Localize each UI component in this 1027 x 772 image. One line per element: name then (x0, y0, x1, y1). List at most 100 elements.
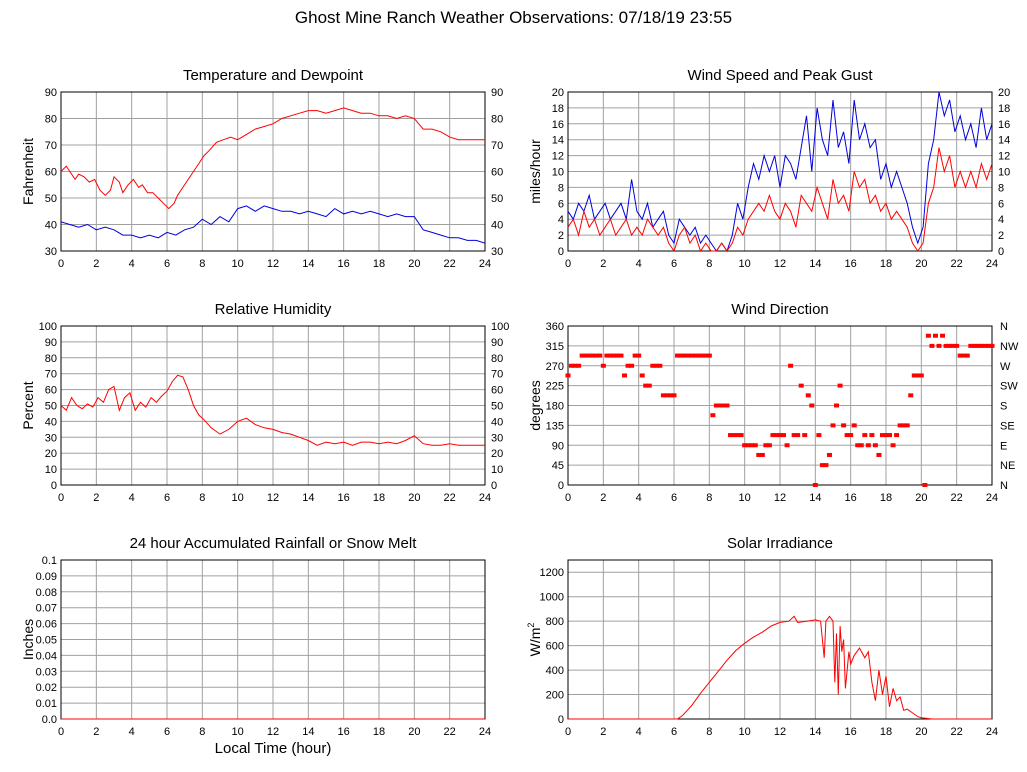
data-point (678, 353, 684, 358)
x-tick-label: 20 (915, 492, 927, 504)
compass-tick-label: E (1000, 440, 1007, 452)
y-axis-label: degrees (527, 380, 543, 431)
data-point (834, 403, 840, 408)
data-point (671, 393, 677, 398)
y-tick-label: 90 (552, 440, 564, 452)
x-tick-label: 18 (880, 258, 892, 270)
y-tick-label: 8 (558, 182, 564, 194)
x-tick-label: 2 (93, 258, 99, 270)
data-point (749, 443, 755, 448)
data-point (901, 423, 907, 428)
y-tick-label: 0.09 (36, 571, 57, 583)
x-tick-label: 12 (774, 258, 786, 270)
data-point (975, 343, 981, 348)
data-point (685, 353, 691, 358)
data-point (865, 443, 871, 448)
x-tick-label: 6 (671, 726, 677, 738)
y-tick-label: 18 (552, 103, 564, 115)
x-tick-label: 14 (302, 492, 314, 504)
data-point (918, 373, 924, 378)
y-tick-label: 1000 (540, 592, 564, 604)
compass-tick-label: N (1000, 321, 1008, 333)
y-tick-label: 70 (45, 140, 57, 152)
page-title: Ghost Mine Ranch Weather Observations: 0… (294, 8, 733, 27)
data-point (943, 343, 949, 348)
y-tick-label: 60 (45, 385, 57, 397)
data-point (639, 373, 645, 378)
data-point (625, 363, 631, 368)
data-point (728, 433, 734, 438)
chart-title: Wind Direction (731, 301, 829, 318)
data-point (823, 463, 829, 468)
data-point (770, 433, 776, 438)
y-tick-label: 30 (45, 432, 57, 444)
x-tick-label: 8 (199, 726, 205, 738)
x-tick-label: 20 (915, 258, 927, 270)
x-tick-label: 12 (774, 492, 786, 504)
x-tick-label: 4 (129, 258, 135, 270)
x-tick-label: 8 (706, 726, 712, 738)
data-point (759, 452, 765, 457)
y-tick-label-right: 50 (491, 193, 503, 205)
x-tick-label: 4 (129, 492, 135, 504)
data-point (816, 433, 822, 438)
data-point (883, 433, 889, 438)
data-point (724, 403, 730, 408)
y-tick-label: 90 (45, 87, 57, 99)
y-tick-label: 6 (558, 198, 564, 210)
compass-tick-label: SE (1000, 420, 1015, 432)
y-tick-label-right: 80 (491, 353, 503, 365)
y-tick-label-right: 20 (491, 448, 503, 460)
plot-frame (567, 91, 993, 252)
y-tick-label: 40 (45, 220, 57, 232)
y-tick-label-right: 90 (491, 87, 503, 99)
y-tick-label-right: 70 (491, 369, 503, 381)
series-line-0 (61, 374, 485, 446)
data-point (664, 393, 670, 398)
data-point (607, 353, 613, 358)
data-point (844, 433, 850, 438)
data-point (646, 383, 652, 388)
data-point (593, 353, 599, 358)
x-tick-label: 14 (302, 258, 314, 270)
data-point (805, 393, 811, 398)
y-tick-label-right: 10 (998, 167, 1010, 179)
y-tick-label: 100 (39, 321, 57, 333)
data-point (971, 343, 977, 348)
x-tick-label: 4 (129, 726, 135, 738)
data-point (565, 373, 571, 378)
y-tick-label: 0.1 (42, 555, 57, 567)
y-tick-label-right: 30 (491, 246, 503, 258)
x-tick-label: 24 (986, 258, 998, 270)
data-point (798, 383, 804, 388)
y-tick-label: 600 (546, 641, 564, 653)
x-tick-label: 2 (93, 492, 99, 504)
x-axis-label: Local Time (hour) (215, 740, 332, 757)
x-tick-label: 0 (58, 726, 64, 738)
data-point (858, 443, 864, 448)
series-line-0 (568, 91, 992, 252)
y-axis-label: W/m2 (526, 623, 543, 657)
x-tick-label: 8 (199, 258, 205, 270)
x-tick-label: 6 (164, 492, 170, 504)
data-point (985, 343, 991, 348)
compass-tick-label: W (1000, 361, 1011, 373)
y-tick-label: 70 (45, 369, 57, 381)
data-point (904, 423, 910, 428)
y-tick-label: 90 (45, 337, 57, 349)
x-tick-label: 16 (845, 258, 857, 270)
x-tick-label: 24 (986, 492, 998, 504)
data-point (667, 393, 673, 398)
data-point (872, 443, 878, 448)
y-tick-label-right: 8 (998, 182, 1004, 194)
y-tick-label: 0 (558, 246, 564, 258)
x-tick-label: 20 (408, 726, 420, 738)
x-tick-label: 0 (58, 258, 64, 270)
data-point (618, 353, 624, 358)
y-tick-label: 20 (45, 448, 57, 460)
x-tick-label: 12 (267, 258, 279, 270)
chart-rain: 24 hour Accumulated Rainfall or Snow Mel… (20, 535, 491, 757)
data-point (600, 363, 606, 368)
